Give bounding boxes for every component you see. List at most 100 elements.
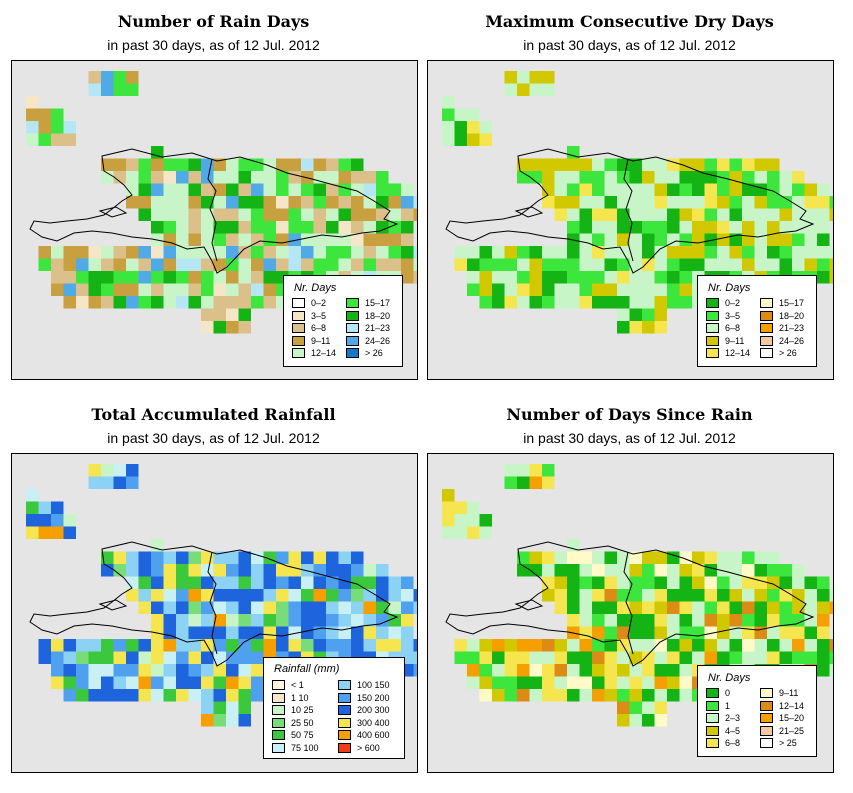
- grid-cell: [226, 626, 239, 639]
- grid-cell: [388, 639, 401, 652]
- grid-cell: [51, 283, 64, 296]
- grid-cell: [517, 71, 530, 84]
- legend-label: 1 10: [291, 692, 309, 703]
- grid-cell: [363, 576, 376, 589]
- coastline-outline: [445, 541, 815, 667]
- grid-cell: [188, 296, 201, 309]
- grid-cell: [617, 564, 630, 577]
- grid-cell: [742, 564, 755, 577]
- grid-cell: [226, 589, 239, 602]
- grid-cell: [567, 689, 580, 702]
- grid-cell: [163, 651, 176, 664]
- grid-cell: [729, 183, 742, 196]
- grid-cell: [617, 589, 630, 602]
- grid-cell: [567, 664, 580, 677]
- legend-label: 12–14: [725, 348, 751, 358]
- legend-title: Nr. Days: [708, 672, 751, 684]
- grid-cell: [604, 676, 617, 689]
- grid-cell: [629, 283, 642, 296]
- grid-cell: [376, 564, 389, 577]
- grid-cell: [642, 576, 655, 589]
- grid-cell: [617, 208, 630, 221]
- grid-cell: [517, 639, 530, 652]
- grid-cell: [276, 601, 289, 614]
- grid-cell: [151, 676, 164, 689]
- grid-cell: [238, 589, 251, 602]
- grid-cell: [26, 108, 39, 121]
- grid-cell: [176, 171, 189, 184]
- grid-cell: [301, 171, 314, 184]
- grid-cell: [113, 83, 126, 96]
- grid-cell: [151, 639, 164, 652]
- grid-cell: [617, 676, 630, 689]
- grid-cell: [126, 271, 139, 284]
- legend-swatch: [272, 680, 285, 690]
- grid-cell: [338, 576, 351, 589]
- grid-cell: [692, 576, 705, 589]
- grid-cell: [742, 576, 755, 589]
- grid-cell: [413, 208, 417, 221]
- country-border: [207, 158, 218, 262]
- grid-cell: [592, 271, 605, 284]
- grid-cell: [213, 208, 226, 221]
- grid-cell: [454, 501, 467, 514]
- legend-swatch: [292, 348, 305, 358]
- grid-cell: [679, 589, 692, 602]
- grid-cell: [479, 258, 492, 271]
- grid-cell: [213, 551, 226, 564]
- grid-cell: [138, 551, 151, 564]
- grid-cell: [479, 689, 492, 702]
- grid-cell: [151, 271, 164, 284]
- grid-cell: [313, 626, 326, 639]
- grid-cell: [163, 283, 176, 296]
- grid-cell: [579, 221, 592, 234]
- grid-cell: [592, 158, 605, 171]
- grid-cell: [301, 576, 314, 589]
- grid-cell: [642, 208, 655, 221]
- grid-cell: [604, 233, 617, 246]
- grid-cell: [767, 551, 780, 564]
- grid-cell: [63, 296, 76, 309]
- grid-cell: [654, 196, 667, 209]
- legend-swatch: [760, 725, 773, 736]
- grid-cell: [201, 576, 214, 589]
- grid-cell: [226, 601, 239, 614]
- legend-label: 2–3: [725, 713, 741, 723]
- grid-cell: [63, 676, 76, 689]
- grid-cell: [654, 576, 667, 589]
- grid-cell: [163, 564, 176, 577]
- grid-cell: [113, 651, 126, 664]
- grid-cell: [138, 689, 151, 702]
- grid-cell: [642, 614, 655, 627]
- grid-cell: [288, 589, 301, 602]
- grid-cell: [667, 676, 680, 689]
- grid-cell: [629, 589, 642, 602]
- grid-cell: [313, 221, 326, 234]
- grid-cell: [63, 639, 76, 652]
- grid-cell: [467, 246, 480, 259]
- grid-cell: [251, 296, 264, 309]
- grid-cell: [667, 614, 680, 627]
- grid-cell: [704, 551, 717, 564]
- grid-cell: [579, 258, 592, 271]
- grid-cell: [779, 221, 792, 234]
- grid-cell: [592, 651, 605, 664]
- grid-cell: [454, 639, 467, 652]
- grid-cell: [554, 283, 567, 296]
- grid-cell: [263, 626, 276, 639]
- grid-cell: [188, 208, 201, 221]
- grid-cell: [251, 258, 264, 271]
- grid-cell: [629, 233, 642, 246]
- grid-cell: [729, 233, 742, 246]
- grid-cell: [226, 258, 239, 271]
- country-border: [623, 551, 634, 655]
- grid-cell: [238, 321, 251, 334]
- grid-cell: [642, 601, 655, 614]
- coastline-outline: [29, 148, 399, 274]
- legend-swatch: [338, 730, 351, 740]
- grid-cell: [363, 589, 376, 602]
- legend-rain-days: Nr. Days 0–2 3–5 6–8 9–11 12–14 15–17 18–20 21–…: [283, 275, 403, 367]
- grid-cell: [213, 308, 226, 321]
- grid-cell: [313, 551, 326, 564]
- legend-label: 0: [725, 688, 731, 698]
